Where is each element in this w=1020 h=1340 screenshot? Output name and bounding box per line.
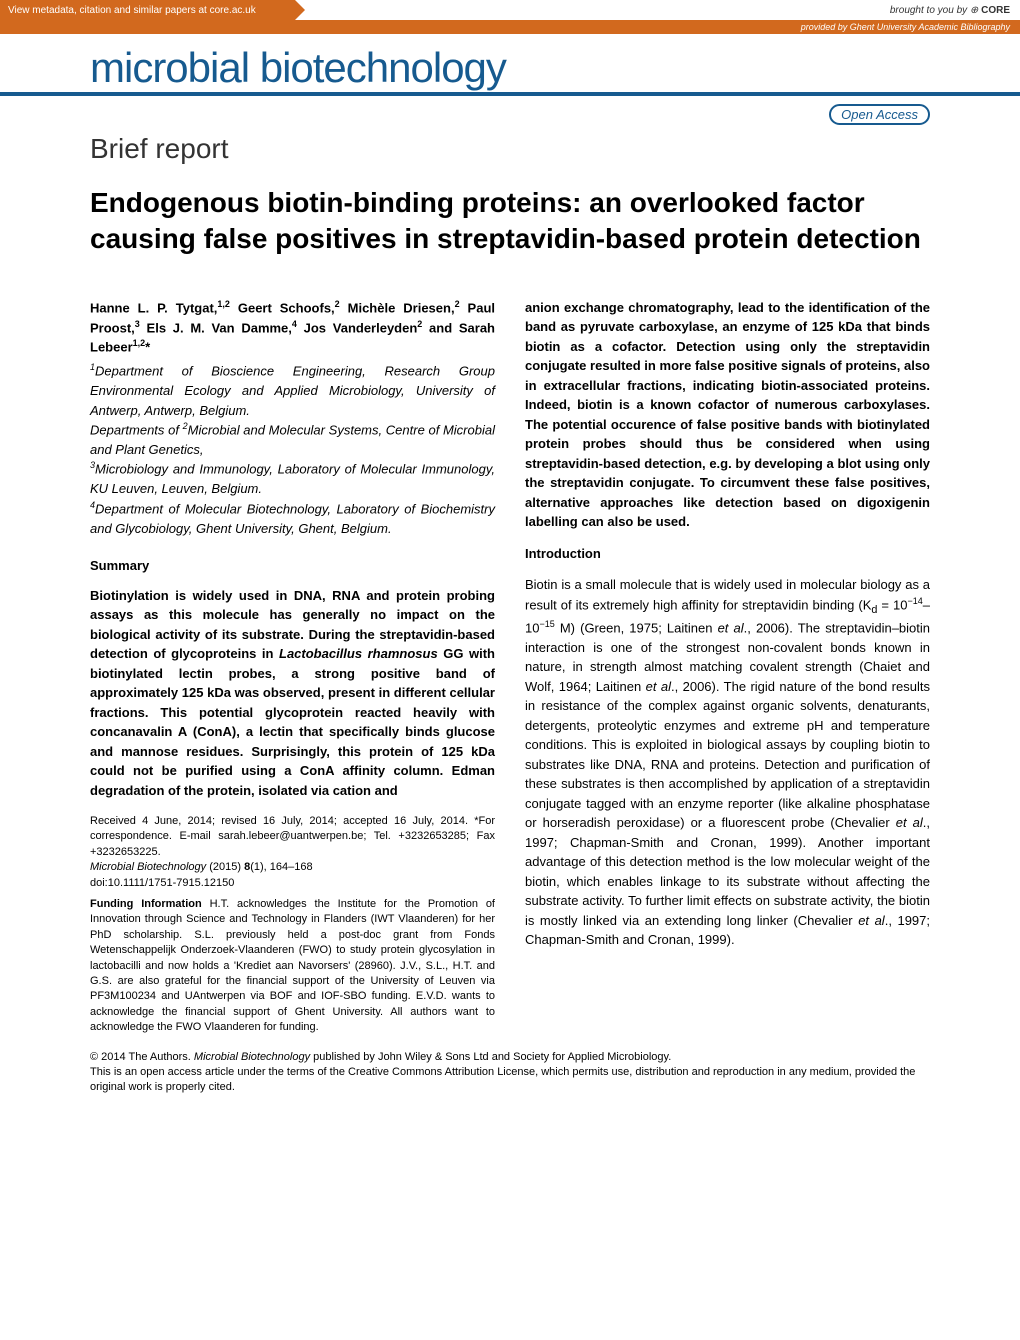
core-metadata-link[interactable]: View metadata, citation and similar pape… — [0, 0, 295, 20]
provided-by-bar: provided by Ghent University Academic Bi… — [0, 20, 1020, 34]
brief-report-label: Brief report — [90, 133, 930, 165]
open-access-row: Open Access — [0, 104, 1020, 133]
article-title: Endogenous biotin-binding proteins: an o… — [90, 185, 930, 258]
summary-text-right: anion exchange chromatography, lead to t… — [525, 298, 930, 532]
authors-list: Hanne L. P. Tytgat,1,2 Geert Schoofs,2 M… — [90, 298, 495, 357]
affiliations: 1Department of Bioscience Engineering, R… — [90, 361, 495, 538]
article-content: Brief report Endogenous biotin-binding p… — [0, 133, 1020, 1036]
brought-by-label: brought to you by — [890, 5, 967, 16]
summary-text-left: Biotinylation is widely used in DNA, RNA… — [90, 586, 495, 801]
summary-heading: Summary — [90, 556, 495, 576]
two-column-layout: Hanne L. P. Tytgat,1,2 Geert Schoofs,2 M… — [90, 298, 930, 1036]
funding-info: Funding Information H.T. acknowledges th… — [90, 897, 495, 1036]
open-access-badge: Open Access — [829, 104, 930, 125]
journal-title: microbial biotechnology — [90, 44, 930, 92]
introduction-text: Biotin is a small molecule that is widel… — [525, 575, 930, 949]
core-arrow-icon — [295, 0, 305, 20]
core-logo-icon: ⊕ — [970, 5, 978, 16]
left-column: Hanne L. P. Tytgat,1,2 Geert Schoofs,2 M… — [90, 298, 495, 1036]
core-banner: View metadata, citation and similar pape… — [0, 0, 1020, 20]
copyright-footer: © 2014 The Authors. Microbial Biotechnol… — [0, 1036, 1020, 1112]
core-logo-text[interactable]: CORE — [981, 5, 1010, 16]
introduction-heading: Introduction — [525, 544, 930, 564]
received-info: Received 4 June, 2014; revised 16 July, … — [90, 814, 495, 891]
journal-header: microbial biotechnology — [0, 34, 1020, 96]
right-column: anion exchange chromatography, lead to t… — [525, 298, 930, 1036]
core-attribution: brought to you by ⊕ CORE — [305, 5, 1020, 16]
